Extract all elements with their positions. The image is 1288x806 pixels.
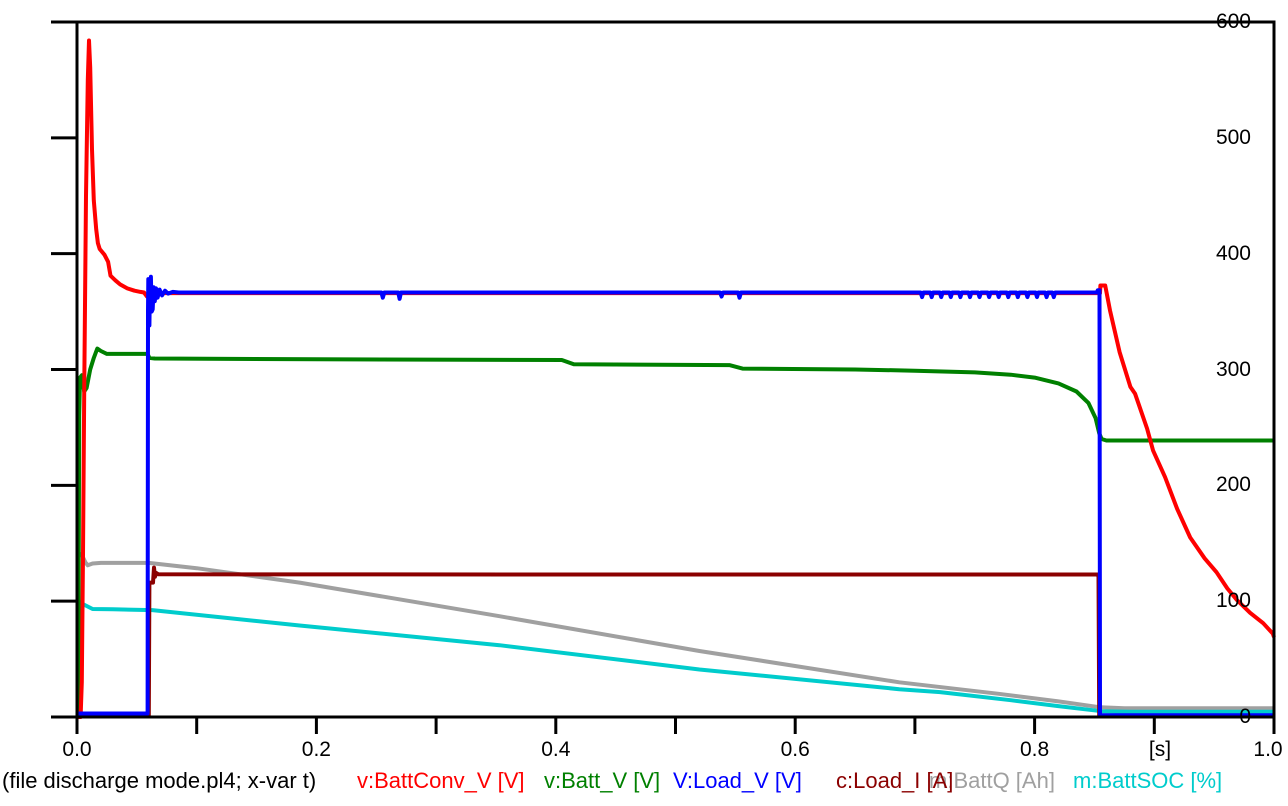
legend-battconv-v: v:BattConv_V [V]	[357, 768, 525, 793]
y-tick-label-0: 0	[1239, 705, 1251, 728]
y-tick-label-600: 600	[1215, 10, 1251, 33]
series-m-battsoc	[75, 598, 1275, 714]
y-tick-label-300: 300	[1215, 357, 1251, 381]
legend-load-v: V:Load_V [V]	[673, 768, 802, 793]
x-tick-label-1.0: 1.0	[1253, 738, 1283, 761]
y-tick-label-500: 500	[1215, 125, 1251, 149]
y-tick-label-100: 100	[1215, 589, 1251, 613]
file-note: (file discharge mode.pl4; x-var t)	[2, 768, 317, 793]
x-tick-label-0.6: 0.6	[780, 738, 810, 761]
series-m-battq	[76, 550, 1275, 711]
y-tick-label-400: 400	[1215, 241, 1251, 265]
series-v-batt-v	[76, 346, 1274, 718]
x-tick-label-0.8: 0.8	[1019, 738, 1050, 761]
plot-frame	[75, 20, 1276, 719]
x-tick-label-0.2: 0.2	[301, 738, 331, 761]
legend-load-i: c:Load_I [A]	[836, 768, 954, 793]
legend-battsoc: m:BattSOC [%]	[1073, 768, 1223, 793]
x-tick-label-0.4: 0.4	[541, 738, 571, 761]
series-v-battconv-v	[77, 38, 1276, 719]
y-tick-label-200: 200	[1215, 473, 1251, 497]
series-c-load-i	[77, 565, 1274, 718]
series-v-load-v	[77, 274, 1274, 718]
legend-batt-v: v:Batt_V [V]	[544, 768, 661, 793]
legend-battq: m:BattQ [Ah]	[929, 768, 1055, 793]
x-axis-unit-label: [s]	[1148, 738, 1172, 761]
x-tick-label-0.0: 0.0	[62, 738, 92, 761]
